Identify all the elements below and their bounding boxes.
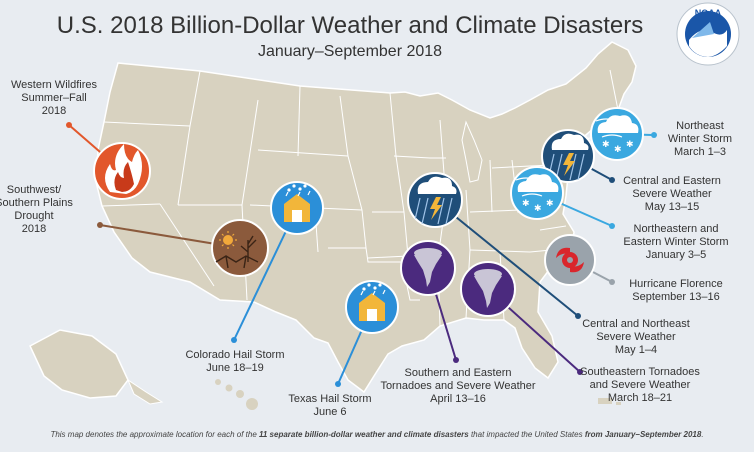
label-central-northeast-severe: Central and Northeast Severe Weather May… [582, 318, 690, 356]
svg-text:2018: 2018 [42, 105, 66, 117]
svg-text:Western Wildfires: Western Wildfires [11, 79, 97, 91]
svg-text:Northeast: Northeast [676, 120, 724, 132]
svg-text:June 6: June 6 [313, 406, 346, 418]
label-southeastern-tornadoes: Southeastern Tornadoes and Severe Weathe… [580, 366, 700, 404]
label-texas-hail: Texas Hail Storm June 6 [288, 393, 371, 418]
svg-text:✱: ✱ [626, 140, 634, 150]
winter-storm-icon: ✱ ✱ ✱ [590, 107, 644, 161]
svg-text:May 13–15: May 13–15 [645, 201, 699, 213]
svg-text:✱: ✱ [614, 145, 622, 155]
label-northeastern-eastern-winter: Northeastern and Eastern Winter Storm Ja… [623, 223, 728, 261]
hail-icon [345, 280, 399, 334]
hail-icon [270, 181, 324, 235]
svg-text:Northeastern and: Northeastern and [634, 223, 719, 235]
winter-storm-icon: ✱ ✱ ✱ [510, 166, 564, 220]
svg-text:March 1–3: March 1–3 [674, 146, 726, 158]
noaa-logo: NOAA [676, 2, 740, 66]
svg-text:June 18–19: June 18–19 [206, 362, 264, 374]
svg-text:Southwest/: Southwest/ [7, 184, 62, 196]
noaa-logo-text: NOAA [695, 8, 722, 18]
svg-text:Tornadoes and Severe Weather: Tornadoes and Severe Weather [380, 380, 535, 392]
svg-text:Severe Weather: Severe Weather [632, 188, 712, 200]
svg-text:Eastern Winter Storm: Eastern Winter Storm [623, 236, 728, 248]
label-central-eastern-severe: Central and Eastern Severe Weather May 1… [623, 175, 721, 213]
drought-icon [211, 219, 269, 277]
map-footnote: This map denotes the approximate locatio… [50, 430, 703, 439]
svg-text:April 13–16: April 13–16 [430, 393, 486, 405]
severe-weather-icon [541, 129, 595, 183]
svg-text:Colorado Hail Storm: Colorado Hail Storm [185, 349, 284, 361]
tornado-icon [460, 261, 516, 317]
svg-text:Central and Northeast: Central and Northeast [582, 318, 690, 330]
wildfire-icon [93, 142, 151, 200]
svg-text:Summer–Fall: Summer–Fall [21, 92, 86, 104]
svg-text:Drought: Drought [14, 210, 53, 222]
svg-text:✱: ✱ [602, 140, 610, 150]
svg-text:Southern and Eastern: Southern and Eastern [404, 367, 511, 379]
svg-text:January 3–5: January 3–5 [646, 249, 707, 261]
event-labels: Western Wildfires Summer–Fall 2018 South… [0, 79, 732, 418]
svg-text:2018: 2018 [22, 223, 46, 235]
label-hurricane-florence: Hurricane Florence September 13–16 [629, 278, 723, 303]
svg-text:✱: ✱ [546, 199, 554, 209]
hurricane-icon [544, 234, 596, 286]
svg-text:✱: ✱ [522, 199, 530, 209]
svg-text:Hurricane Florence: Hurricane Florence [629, 278, 723, 290]
svg-text:Winter Storm: Winter Storm [668, 133, 732, 145]
map-title: U.S. 2018 Billion-Dollar Weather and Cli… [57, 12, 643, 39]
svg-text:Southern Plains: Southern Plains [0, 197, 73, 209]
map-subtitle: January–September 2018 [258, 43, 442, 60]
svg-text:Texas Hail Storm: Texas Hail Storm [288, 393, 371, 405]
svg-text:March 18–21: March 18–21 [608, 392, 672, 404]
tornado-icon [400, 240, 456, 296]
label-northeast-winter: Northeast Winter Storm March 1–3 [668, 120, 732, 158]
svg-text:September 13–16: September 13–16 [632, 291, 719, 303]
svg-text:May 1–4: May 1–4 [615, 344, 657, 356]
svg-text:Severe Weather: Severe Weather [596, 331, 676, 343]
svg-text:and Severe Weather: and Severe Weather [590, 379, 691, 391]
label-western-wildfires: Western Wildfires Summer–Fall 2018 [11, 79, 97, 117]
svg-text:✱: ✱ [534, 204, 542, 214]
svg-text:Southeastern Tornadoes: Southeastern Tornadoes [580, 366, 700, 378]
label-colorado-hail: Colorado Hail Storm June 18–19 [185, 349, 284, 374]
label-southern-eastern-tornadoes: Southern and Eastern Tornadoes and Sever… [380, 367, 535, 405]
us-land [29, 41, 637, 410]
label-southwest-drought: Southwest/ Southern Plains Drought 2018 [0, 184, 73, 235]
severe-weather-icon [407, 172, 463, 228]
svg-text:Central and Eastern: Central and Eastern [623, 175, 721, 187]
